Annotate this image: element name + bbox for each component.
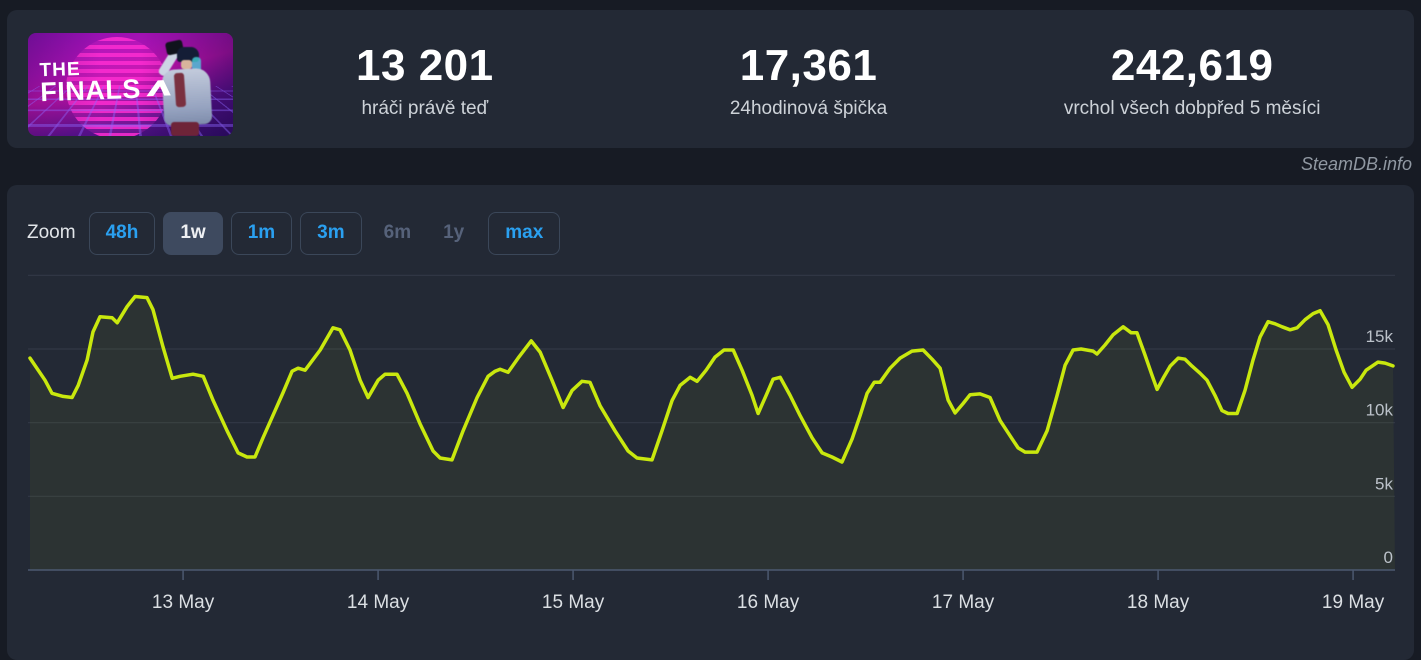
zoom-toolbar: Zoom 48h 1w 1m 3m 6m 1y max xyxy=(27,212,568,255)
header-card: THE FINALS 13 201 hráči právě teď 17,361 24… xyxy=(7,10,1414,148)
chart-plot-area[interactable] xyxy=(30,276,1395,570)
banner-sun-art xyxy=(66,37,168,136)
stat-label-peak-all-time: vrchol všech dobpřed 5 měsíci xyxy=(1063,97,1321,119)
steamdb-watermark: SteamDB.info xyxy=(1300,154,1412,174)
game-title-logo: THE FINALS xyxy=(39,58,173,108)
zoom-button-48h[interactable]: 48h xyxy=(88,212,156,255)
stat-value-peak-24h: 17,361 xyxy=(739,40,878,90)
stat-value-peak-all-time: 242,619 xyxy=(1110,40,1274,90)
zoom-button-6m: 6m xyxy=(370,212,425,255)
header-stats: 13 201 hráči právě teď 17,361 24hodinová šp… xyxy=(233,10,1384,148)
zoom-button-1y: 1y xyxy=(429,212,478,255)
steamdb-chart-page: { "header": { "game_title": "THE FINALS"… xyxy=(7,10,1414,660)
banner-character-art xyxy=(145,39,225,136)
zoom-button-1m[interactable]: 1m xyxy=(230,212,293,255)
zoom-button-max[interactable]: max xyxy=(488,212,561,255)
the-finals-logo-icon xyxy=(145,77,173,100)
stat-label-players-now: hráči právě teď xyxy=(361,97,489,119)
game-banner: THE FINALS xyxy=(28,33,233,136)
zoom-button-3m[interactable]: 3m xyxy=(300,212,362,255)
zoom-button-1w[interactable]: 1w xyxy=(163,212,223,255)
zoom-toolbar-label: Zoom xyxy=(27,222,76,244)
game-title-line2: FINALS xyxy=(39,73,142,108)
stat-label-peak-24h: 24hodinová špička xyxy=(729,97,888,119)
stat-peak-24h: 17,361 24hodinová špička xyxy=(617,10,1001,148)
stat-peak-all-time: 242,619 vrchol všech dobpřed 5 měsíci xyxy=(1000,10,1384,148)
stat-players-now: 13 201 hráči právě teď xyxy=(233,10,617,148)
stat-value-players-now: 13 201 xyxy=(356,40,494,90)
